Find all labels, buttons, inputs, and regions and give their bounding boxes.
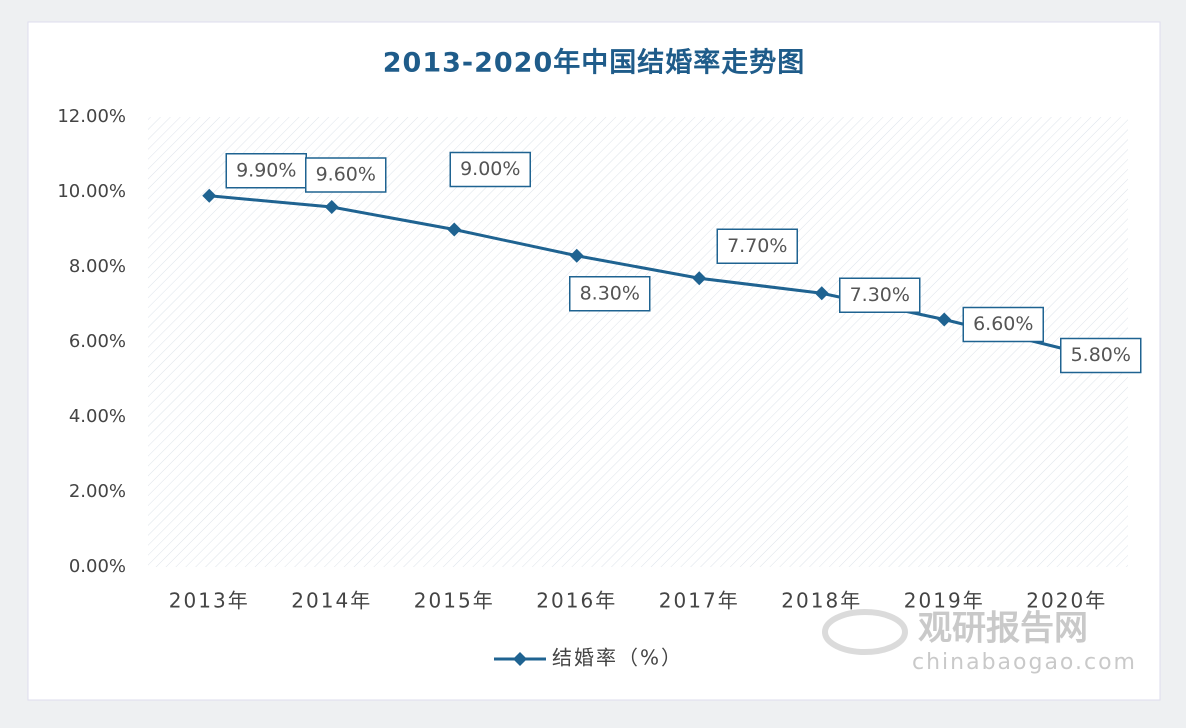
y-tick-label: 12.00% [57, 106, 126, 127]
data-label: 6.60% [973, 313, 1033, 335]
watermark: 观研报告网 chinabaogao.com [822, 609, 1137, 675]
marker [814, 286, 829, 301]
legend-label: 结婚率（%） [552, 646, 683, 670]
x-tick-label: 2019年 [904, 589, 985, 613]
marker [569, 248, 584, 263]
data-label-box [225, 153, 307, 189]
x-tick-label: 2013年 [169, 589, 250, 613]
data-label-box [962, 306, 1044, 343]
marker [324, 200, 339, 214]
data-label: 7.30% [850, 284, 910, 306]
x-tick-label: 2018年 [781, 589, 862, 613]
y-tick-label: 6.00% [69, 331, 126, 352]
watermark-logo [822, 609, 908, 655]
marker [937, 312, 952, 327]
data-label-box [839, 277, 921, 313]
chart-title: 2013-2020年中国结婚率走势图 [383, 47, 806, 79]
y-tick-label: 4.00% [69, 406, 126, 427]
marker [447, 222, 462, 237]
data-label: 9.00% [460, 158, 520, 180]
y-tick-label: 10.00% [57, 181, 126, 202]
data-label: 7.70% [727, 235, 787, 257]
watermark-name: 观研报告网 [918, 609, 1088, 649]
data-label-box [449, 151, 531, 188]
x-tick-label: 2015年 [414, 589, 495, 613]
data-label: 9.60% [316, 164, 376, 186]
y-tick-label: 0.00% [69, 556, 126, 577]
y-tick-label: 8.00% [69, 256, 126, 277]
marker [692, 271, 707, 286]
y-tick-label: 2.00% [69, 481, 126, 502]
series-line [209, 194, 1068, 351]
data-label: 8.30% [580, 282, 640, 304]
data-label: 5.80% [1071, 344, 1131, 366]
data-label-box [569, 276, 651, 312]
x-tick-label: 2016年 [536, 589, 617, 613]
data-label-box [1060, 337, 1142, 374]
x-tick-label: 2020年 [1026, 589, 1107, 613]
x-tick-label: 2017年 [659, 589, 740, 613]
watermark-url: chinabaogao.com [912, 650, 1137, 675]
data-label-box [716, 228, 798, 264]
data-label-box [305, 157, 387, 193]
marker [202, 188, 217, 203]
x-tick-label: 2014年 [291, 589, 372, 613]
data-label: 9.90% [236, 159, 296, 181]
legend-marker [513, 652, 527, 666]
